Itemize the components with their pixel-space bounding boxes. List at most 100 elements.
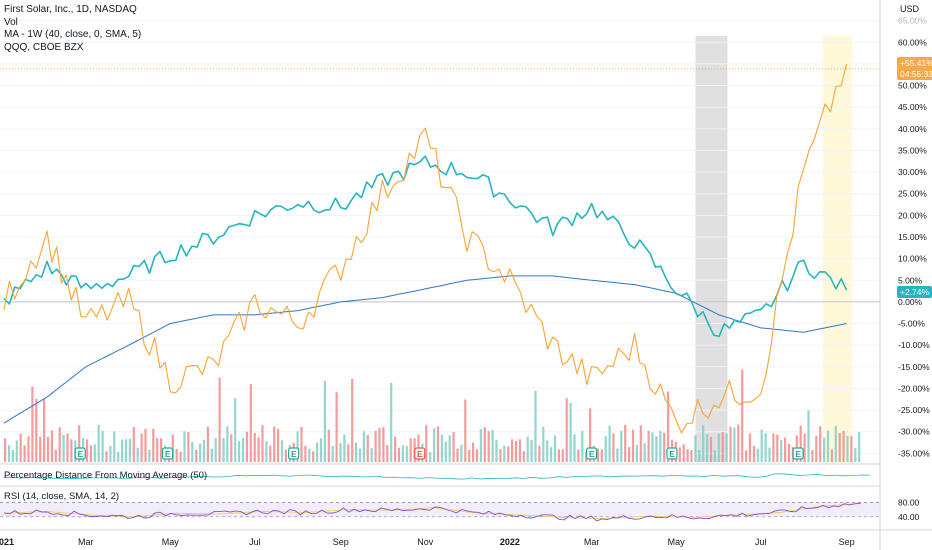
volume-bar <box>573 434 576 462</box>
volume-bar <box>784 437 787 462</box>
volume-bar <box>721 432 724 462</box>
volume-bar <box>733 427 736 462</box>
earnings-marker-box <box>161 447 174 460</box>
volume-bar <box>273 426 276 462</box>
volume-bar <box>378 427 381 462</box>
volume-bar <box>191 441 194 462</box>
volume-bar <box>534 390 537 462</box>
volume-bar <box>199 443 202 462</box>
volume-bar <box>366 434 369 462</box>
earnings-marker[interactable]: E <box>74 447 86 460</box>
volume-bar <box>608 425 611 462</box>
volume-bar <box>589 408 592 462</box>
volume-bar <box>772 433 775 462</box>
highlight-bands <box>695 36 853 462</box>
volume-bar <box>327 429 330 462</box>
volume-bar <box>93 444 96 462</box>
volume-bar <box>156 438 159 462</box>
volume-bar <box>546 440 549 462</box>
price-tick-label: 5.00% <box>898 275 923 285</box>
time-tick-label: May <box>668 537 686 547</box>
volume-bar <box>405 445 408 462</box>
volume-bar <box>530 439 533 462</box>
volume-bar <box>4 438 7 462</box>
volume-bar <box>655 436 658 462</box>
volume-bar <box>787 443 791 462</box>
volume-bar <box>316 442 319 462</box>
price-tick-label: -15.00% <box>898 362 930 372</box>
price-tick-label: 45.00% <box>898 102 927 112</box>
earnings-marker[interactable]: E <box>414 447 426 460</box>
earnings-marker[interactable]: E <box>586 447 598 460</box>
gridlines <box>0 20 880 454</box>
earnings-marker[interactable]: E <box>666 447 678 460</box>
earnings-marker-box <box>414 447 426 460</box>
earnings-marker[interactable]: E <box>161 447 174 460</box>
volume-bar <box>452 432 455 462</box>
price-tick-label: 25.00% <box>898 189 927 199</box>
volume-bar <box>659 430 662 462</box>
time-tick-label: Jul <box>249 537 261 547</box>
volume-bar <box>390 382 393 462</box>
volume-bar <box>269 445 272 462</box>
pdma-label[interactable]: Percentage Distance From Moving Average … <box>4 470 208 481</box>
volume-bar <box>483 427 486 462</box>
time-tick-label: Mar <box>78 537 94 547</box>
volume-bar <box>780 439 783 462</box>
volume-bar <box>752 446 755 462</box>
legend-title[interactable]: First Solar, Inc., 1D, NASDAQ <box>4 4 137 15</box>
volume-bar <box>479 429 482 462</box>
time-tick-label: Jul <box>755 537 767 547</box>
volume-bar <box>620 430 623 462</box>
volume-bar <box>179 451 182 462</box>
earnings-marker-box <box>792 447 804 460</box>
time-tick-label: Sep <box>839 537 855 547</box>
volume-bar <box>339 443 342 462</box>
volume-bar <box>725 433 728 462</box>
volume-bar <box>50 430 53 462</box>
time-tick-label: Sep <box>333 537 349 547</box>
volume-bar <box>397 447 401 462</box>
qqq-value-badge: +2.74% <box>897 286 932 298</box>
volume-bar <box>171 434 174 462</box>
volume-bar <box>109 445 112 462</box>
volume-bar <box>277 428 280 462</box>
volume-bar <box>187 431 190 462</box>
volume-bar <box>682 444 685 462</box>
volume-bar <box>468 449 471 462</box>
earnings-marker[interactable]: E <box>792 447 804 460</box>
volume-bar <box>89 445 92 462</box>
price-tick-label: -35.00% <box>898 448 930 458</box>
volume-bar <box>456 448 459 462</box>
moving-average-line <box>3 275 847 424</box>
volume-bar <box>612 433 615 462</box>
legend-ma[interactable]: MA - 1W (40, close, 0, SMA, 5) <box>4 29 142 40</box>
rsi-label[interactable]: RSI (14, close, SMA, 14, 2) <box>4 491 120 502</box>
volume-bar <box>776 434 779 462</box>
volume-bar <box>834 425 837 462</box>
volume-bar <box>234 398 237 462</box>
rsi-tick-label: 80.00 <box>898 497 920 507</box>
volume-bar <box>581 431 584 462</box>
volume-bar <box>85 439 89 462</box>
series-lines <box>3 63 848 434</box>
volume-bar <box>27 436 30 462</box>
volume-bar <box>358 448 362 462</box>
legend-compare[interactable]: QQQ, CBOE BZX <box>4 41 84 53</box>
volume-bar <box>160 438 163 462</box>
volume-bar <box>323 380 326 462</box>
earnings-marker-box <box>586 447 598 460</box>
volume-bar <box>522 451 525 462</box>
volume-bar <box>202 439 206 462</box>
volume-bar <box>280 440 284 462</box>
volume-bar <box>565 398 568 462</box>
legend-vol[interactable]: Vol <box>4 16 18 28</box>
volume-bar <box>550 447 553 462</box>
volume-bar <box>702 425 705 462</box>
volume-bar <box>382 427 385 462</box>
earnings-marker[interactable]: E <box>288 447 300 460</box>
volume-bar <box>304 445 307 462</box>
volume-bar <box>667 391 670 462</box>
volume-bar <box>312 451 315 462</box>
